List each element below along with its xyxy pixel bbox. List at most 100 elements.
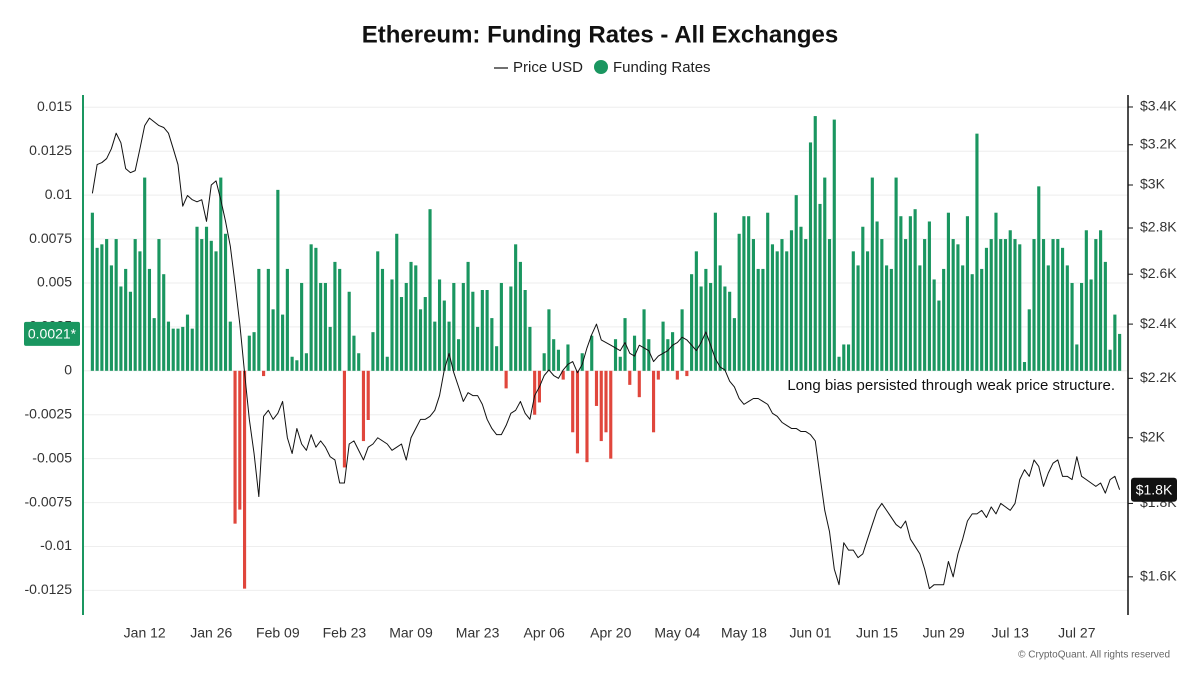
y-tick-label: -0.0125 [25, 581, 73, 597]
bar [585, 370, 589, 463]
bar [580, 353, 584, 371]
y2-tick-label: $3.2K [1140, 135, 1177, 151]
bar [209, 240, 213, 371]
bar [690, 274, 694, 371]
bar [970, 274, 974, 371]
bar [623, 318, 627, 371]
bar [699, 286, 703, 371]
bar [504, 370, 508, 389]
bar [380, 268, 385, 371]
bar [594, 370, 599, 406]
bar [361, 370, 366, 442]
bar [1032, 239, 1036, 371]
bar [390, 279, 394, 371]
y-tick-label: -0.005 [32, 449, 72, 465]
y2-tick-label: $2.4K [1140, 315, 1177, 331]
bar [271, 309, 275, 371]
bar [433, 321, 437, 371]
bar [889, 268, 893, 371]
bar [775, 251, 779, 371]
bar [632, 335, 637, 371]
x-tick-label: Jun 01 [789, 625, 831, 641]
bar [618, 356, 622, 371]
y2-tick-label: $1.6K [1140, 568, 1177, 584]
bar [457, 339, 461, 371]
bar [718, 265, 722, 371]
bar [152, 318, 156, 371]
bar [385, 356, 389, 371]
bar [238, 370, 242, 510]
bar [290, 356, 294, 371]
bar [304, 353, 308, 371]
bar [509, 286, 513, 371]
bar [285, 268, 289, 371]
x-tick-label: Jun 29 [923, 625, 965, 641]
bar [328, 326, 332, 371]
bar [1027, 309, 1031, 371]
bar [861, 226, 865, 371]
x-tick-label: May 04 [654, 625, 700, 641]
bar [428, 209, 432, 371]
bar [442, 300, 446, 371]
bar [713, 212, 717, 371]
bar [124, 268, 128, 371]
bar [295, 360, 299, 371]
bar [951, 239, 955, 371]
bar [904, 239, 908, 371]
bar [376, 251, 380, 371]
bar [946, 212, 950, 371]
bar [143, 177, 147, 371]
bar [233, 370, 237, 524]
bar [133, 239, 137, 371]
bar [1099, 230, 1103, 371]
bar [281, 314, 285, 371]
bar [965, 216, 970, 371]
bar [732, 318, 736, 371]
last-funding-badge [24, 321, 80, 346]
legend-label[interactable]: Price USD [513, 59, 583, 76]
bar [923, 239, 927, 371]
legend-label[interactable]: Funding Rates [613, 59, 711, 76]
bar [114, 239, 118, 371]
bar [980, 268, 984, 371]
bar [818, 203, 822, 371]
bar [647, 339, 651, 371]
bar [694, 251, 698, 371]
bar [766, 212, 770, 371]
y2-tick-label: $2.6K [1140, 265, 1177, 281]
bar [418, 309, 423, 371]
bar [119, 286, 123, 371]
x-tick-label: Apr 06 [524, 625, 565, 641]
bar [604, 370, 608, 433]
bar [956, 244, 960, 371]
bar [823, 177, 827, 371]
y2-tick-label: $2K [1140, 428, 1166, 444]
bar [894, 177, 898, 371]
bar [542, 353, 546, 371]
x-tick-label: Mar 09 [389, 625, 433, 641]
bar [561, 370, 565, 380]
funding-bars [90, 116, 1122, 589]
bar [1056, 239, 1060, 371]
bar [1118, 333, 1122, 371]
grid [83, 106, 1128, 591]
bar [989, 239, 993, 371]
bar [770, 244, 775, 371]
bar [870, 177, 874, 371]
y-tick-label: -0.0025 [25, 405, 73, 421]
bar [590, 335, 594, 371]
legend-dot-swatch [594, 60, 608, 74]
bar [675, 370, 679, 380]
bar [599, 370, 603, 442]
bar [90, 212, 94, 371]
y-tick-label: 0.005 [37, 274, 72, 290]
bar [756, 268, 760, 371]
bar [1084, 230, 1088, 371]
bar [404, 282, 408, 371]
bar [842, 344, 846, 371]
bar [533, 370, 537, 415]
footer: © CryptoQuant. All rights reserved [1018, 650, 1170, 661]
bar [352, 335, 356, 371]
bar [937, 300, 941, 371]
bar [880, 239, 884, 371]
